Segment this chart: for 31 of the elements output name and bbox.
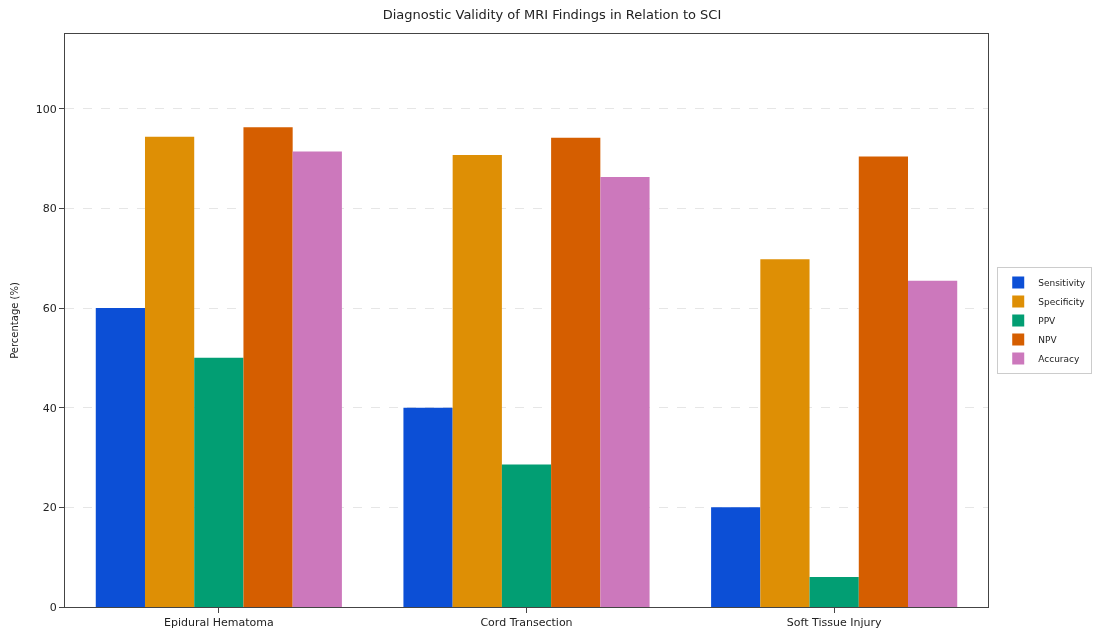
y-tick-label: 100 — [35, 102, 57, 116]
chart-title: Diagnostic Validity of MRI Findings in Relation to SCI — [382, 6, 722, 22]
bar — [858, 156, 909, 607]
legend-label: Specificity — [1038, 297, 1086, 308]
y-tick-label: 60 — [42, 301, 57, 315]
bar — [600, 177, 650, 607]
x-tick-label: Epidural Hematoma — [163, 616, 274, 630]
bar — [452, 155, 502, 607]
y-tick-label: 20 — [42, 501, 57, 515]
legend-label: NPV — [1038, 335, 1058, 346]
bar — [551, 137, 601, 607]
y-tick-label: 0 — [49, 600, 57, 614]
bar — [144, 136, 195, 607]
legend-label: Accuracy — [1038, 354, 1080, 365]
bar — [711, 507, 761, 607]
bar — [908, 280, 958, 607]
y-axis-title: Percentage (%) — [8, 282, 20, 359]
bar — [243, 127, 293, 607]
legend-label: Sensitivity — [1038, 278, 1086, 289]
bar — [403, 407, 453, 607]
bar — [194, 357, 244, 607]
legend-label: PPV — [1038, 316, 1057, 327]
y-tick-label: 40 — [42, 401, 57, 415]
bar — [501, 464, 552, 607]
bar — [292, 151, 342, 607]
bar — [809, 577, 859, 607]
y-tick-label: 80 — [42, 202, 57, 216]
bar — [95, 308, 145, 607]
x-tick-label: Cord Transection — [480, 616, 573, 630]
x-tick-label: Soft Tissue Injury — [786, 616, 882, 630]
bar — [760, 259, 810, 607]
